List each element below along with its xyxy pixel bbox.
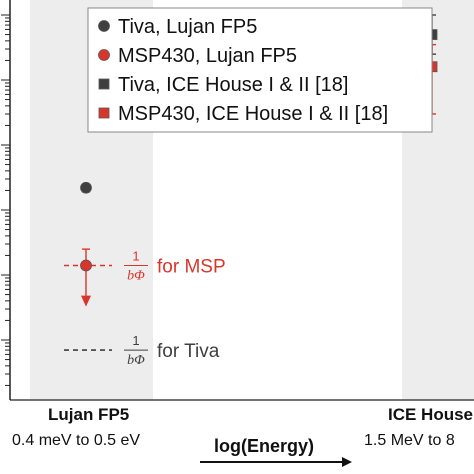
category-label-lujan: Lujan FP5 <box>48 405 130 424</box>
reference-label-suffix: for MSP <box>157 257 226 278</box>
data-point-1 <box>80 248 92 307</box>
legend-marker-square <box>98 78 110 90</box>
legend-marker-circle <box>98 20 110 32</box>
reference-label-numerator: 1 <box>132 249 139 264</box>
legend-label: Tiva, Lujan FP5 <box>118 16 257 38</box>
reference-lines: 1 bΦ for MSP 1 bΦ for Tiva <box>64 249 226 368</box>
marker-circle <box>80 259 92 272</box>
legend-marker-square <box>98 107 110 119</box>
reference-label-denominator: bΦ <box>127 269 145 284</box>
category-range-icehouse: 1.5 MeV to 8 <box>364 432 455 449</box>
reference-label-numerator: 1 <box>132 333 139 348</box>
legend-label: Tiva, ICE House I & II [18] <box>118 74 348 96</box>
legend-label: MSP430, ICE House I & II [18] <box>118 103 388 125</box>
reference-label-denominator: bΦ <box>127 353 145 368</box>
data-point-0 <box>80 181 92 194</box>
upper-limit-arrow <box>81 295 91 307</box>
reference-label-suffix: for Tiva <box>157 341 220 362</box>
legend: Tiva, Lujan FP5 MSP430, Lujan FP5 Tiva, IC… <box>87 7 433 133</box>
legend-label: MSP430, Lujan FP5 <box>118 45 297 67</box>
x-axis-arrow <box>200 457 352 467</box>
x-axis-title: log(Energy) <box>214 436 315 456</box>
legend-marker-circle <box>98 49 110 61</box>
category-range-lujan: 0.4 meV to 0.5 eV <box>12 432 141 449</box>
marker-circle <box>80 181 92 194</box>
legend-box <box>87 7 433 133</box>
y-axis <box>1 0 474 401</box>
category-label-icehouse: ICE House <box>388 405 474 424</box>
